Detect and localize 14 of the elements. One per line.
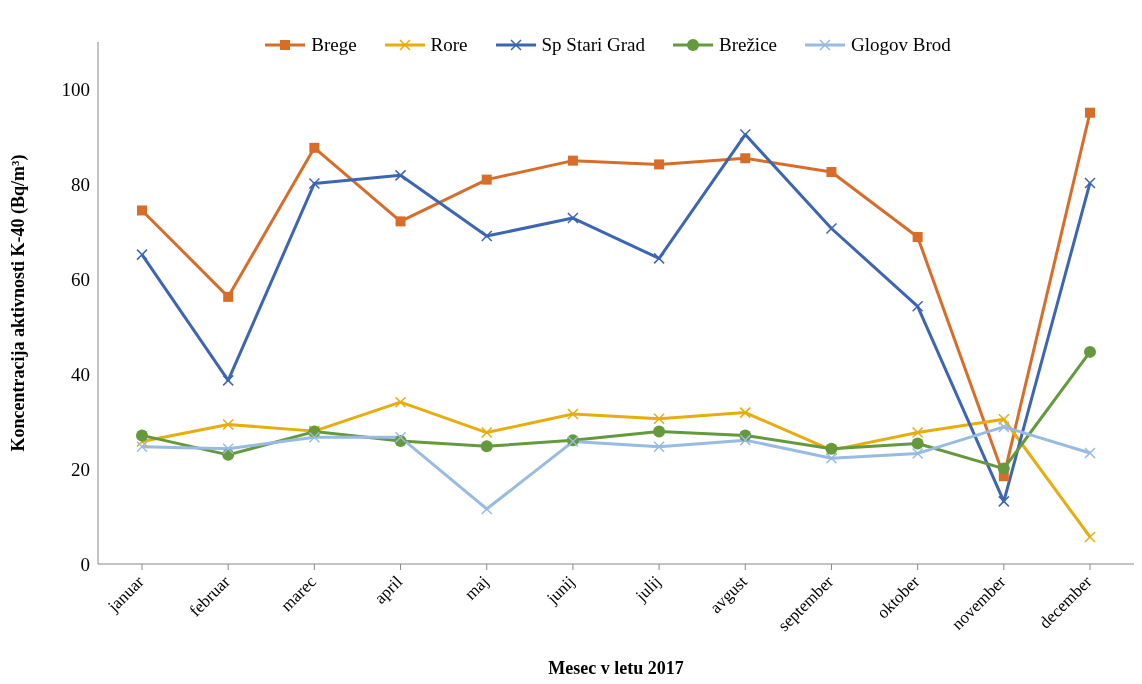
x-tick-label: maj <box>460 572 493 604</box>
y-tick-label: 40 <box>71 363 90 385</box>
legend-label: Brege <box>311 34 357 56</box>
legend-label: Rore <box>430 34 468 56</box>
y-axis-title: Koncentracija aktivnosti K-40 (Bq/m³) <box>8 154 30 452</box>
y-tick-label: 100 <box>61 79 90 101</box>
y-tick-label: 0 <box>80 553 90 575</box>
y-tick-label: 80 <box>71 174 90 196</box>
y-tick-label: 20 <box>71 458 90 480</box>
legend-label: Glogov Brod <box>851 34 951 56</box>
y-tick-label: 60 <box>71 269 90 291</box>
legend-label: Sp Stari Grad <box>541 34 645 56</box>
legend-label: Brežice <box>718 34 777 56</box>
x-axis-title: Mesec v letu 2017 <box>548 658 684 678</box>
